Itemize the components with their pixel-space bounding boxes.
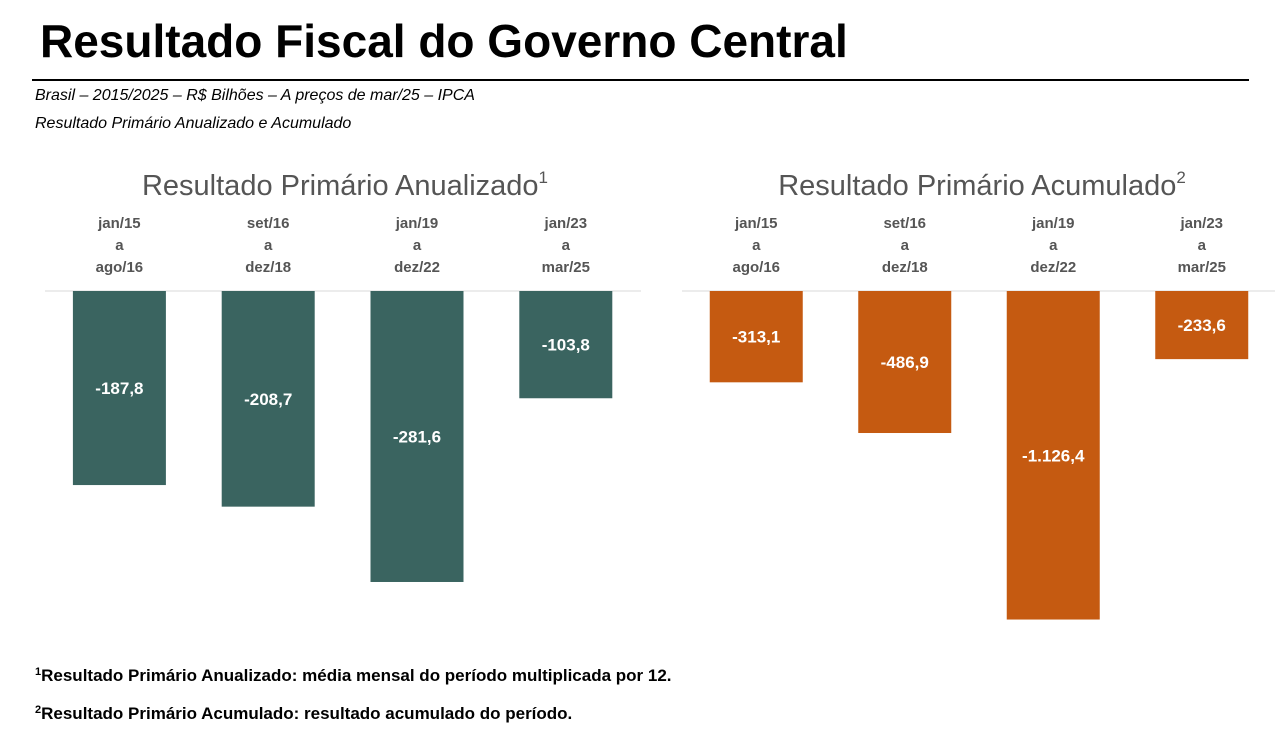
annualized-category-label-line: jan/19 [395, 215, 439, 232]
annualized-category-label-line: dez/18 [245, 259, 291, 276]
annualized-category-label: jan/15 a ago/16 [96, 215, 144, 276]
annualized-bar [519, 291, 613, 399]
accumulated-category-label-line: ago/16 [732, 259, 780, 276]
accumulated-category-label: jan/19 a dez/22 [1030, 215, 1076, 276]
annualized-category-label-line: a [264, 237, 273, 254]
accumulated-value-label: -486,9 [881, 353, 929, 372]
accumulated-category-label-line: a [1049, 237, 1058, 254]
footnote-2-marker: 2 [35, 704, 42, 716]
accumulated-bar [1006, 291, 1100, 620]
footnote-1: 1Resultado Primário Anualizado: média me… [35, 666, 672, 686]
accumulated-value-label: -1.126,4 [1022, 446, 1085, 465]
accumulated-chart-title: Resultado Primário Acumulado2 [778, 168, 1186, 202]
page-title: Resultado Fiscal do Governo Central [40, 15, 848, 67]
accumulated-value-label: -313,1 [732, 328, 780, 347]
annualized-category-label-line: jan/15 [97, 215, 141, 232]
annualized-chart-title-text: Resultado Primário Anualizado [142, 170, 539, 202]
footnote-1-marker: 1 [35, 666, 42, 678]
footnote-1-text: Resultado Primário Anualizado: média men… [41, 666, 672, 685]
accumulated-category-label: set/16 a dez/18 [882, 215, 928, 276]
annualized-value-label: -103,8 [542, 336, 590, 355]
accumulated-category-label-line: jan/19 [1031, 215, 1075, 232]
accumulated-bar [709, 291, 803, 383]
annualized-bar [72, 291, 166, 486]
footnote-2: 2Resultado Primário Acumulado: resultado… [35, 704, 572, 724]
accumulated-category-label-line: a [1198, 237, 1207, 254]
accumulated-category-label: jan/23 a mar/25 [1178, 215, 1226, 276]
accumulated-category-label: jan/15 a ago/16 [732, 215, 780, 276]
annualized-bar [221, 291, 315, 507]
accumulated-category-label-line: a [752, 237, 761, 254]
accumulated-category-label-line: jan/15 [734, 215, 778, 232]
annualized-chart-title: Resultado Primário Anualizado1 [142, 168, 548, 202]
accumulated-category-label-line: dez/18 [882, 259, 928, 276]
accumulated-category-label-line: set/16 [883, 215, 926, 232]
annualized-value-label: -208,7 [244, 390, 292, 409]
annualized-result-chart: Resultado Primário Anualizado1 jan/15 a ago… [45, 160, 645, 650]
accumulated-category-label-line: mar/25 [1178, 259, 1226, 276]
accumulated-category-label-line: a [901, 237, 910, 254]
annualized-category-label-line: a [562, 237, 571, 254]
annualized-category-label: jan/19 a dez/22 [394, 215, 440, 276]
annualized-category-label-line: a [413, 237, 422, 254]
annualized-category-label-line: a [115, 237, 124, 254]
annualized-category-label-line: set/16 [247, 215, 290, 232]
accumulated-result-chart: Resultado Primário Acumulado2 jan/15 a ago/… [682, 160, 1278, 650]
title-divider [32, 79, 1249, 81]
annualized-value-label: -281,6 [393, 427, 441, 446]
accumulated-category-label-line: jan/23 [1179, 215, 1223, 232]
accumulated-value-label: -233,6 [1178, 316, 1226, 335]
annualized-value-label: -187,8 [95, 379, 143, 398]
annualized-category-label: set/16 a dez/18 [245, 215, 291, 276]
annualized-bar [370, 291, 464, 582]
accumulated-chart-title-text: Resultado Primário Acumulado [778, 170, 1176, 202]
annualized-category-label-line: dez/22 [394, 259, 440, 276]
annualized-category-label-line: mar/25 [542, 259, 590, 276]
annualized-category-label-line: jan/23 [544, 215, 588, 232]
accumulated-bar [858, 291, 952, 434]
accumulated-category-label-line: dez/22 [1030, 259, 1076, 276]
annualized-category-label-line: ago/16 [96, 259, 144, 276]
subtitle-line-1: Brasil – 2015/2025 – R$ Bilhões – A preç… [35, 87, 475, 104]
footnote-2-text: Resultado Primário Acumulado: resultado … [41, 704, 573, 723]
annualized-category-label: jan/23 a mar/25 [542, 215, 590, 276]
accumulated-chart-title-superscript: 2 [1176, 168, 1185, 187]
subtitle-line-2: Resultado Primário Anualizado e Acumulad… [35, 115, 352, 132]
annualized-chart-title-superscript: 1 [539, 168, 548, 187]
accumulated-bar [1155, 291, 1249, 360]
